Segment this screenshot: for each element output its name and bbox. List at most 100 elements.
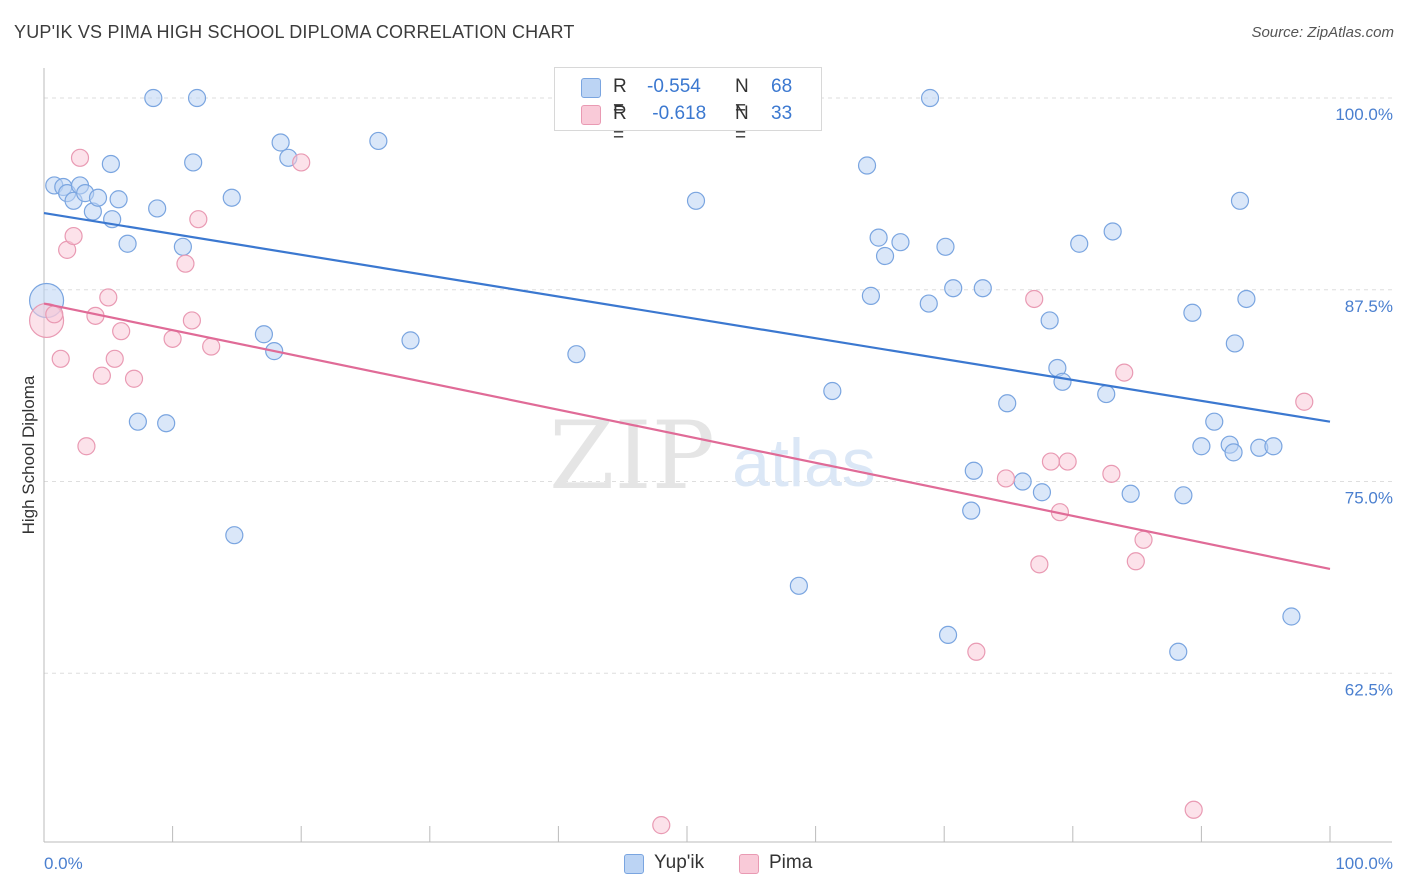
yupik-point (875, 246, 895, 266)
pima-point (189, 210, 208, 229)
yupik-point (964, 461, 983, 480)
pima-point (202, 337, 221, 356)
yupik-point (1032, 483, 1052, 502)
yupik-point (109, 190, 128, 209)
pima-point (70, 148, 90, 167)
pima-point (105, 349, 124, 368)
yupik-point (869, 228, 888, 247)
x-tick-label-min: 0.0% (44, 854, 83, 873)
pima-point (182, 311, 201, 330)
legend-yupik-swatch (624, 854, 644, 874)
yupik-point (225, 526, 244, 545)
stats-legend: R = -0.554 N = 68 R = -0.618 N = 33 (554, 67, 822, 146)
pima-point (967, 642, 986, 661)
pima-swatch (581, 105, 601, 125)
yupik-point (1183, 303, 1202, 322)
watermark: ZIP atlas (549, 402, 876, 511)
pima-point (1025, 289, 1044, 309)
pima-point (1115, 363, 1134, 382)
yupik-point (1053, 372, 1072, 391)
yupik-point (861, 286, 880, 305)
yupik-point (173, 237, 192, 256)
yupik-point (1174, 486, 1193, 505)
yupik-point (1225, 334, 1244, 353)
yupik-swatch (581, 78, 601, 98)
gridlines (44, 97, 1392, 674)
pima-point (163, 329, 182, 348)
y-tick-label: 62.5% (1345, 680, 1393, 699)
yupik-trend-line (43, 211, 1331, 423)
axes (43, 68, 1392, 843)
yupik-point (128, 412, 147, 431)
yupik-point (187, 88, 207, 108)
pima-n-value: 33 (771, 103, 793, 124)
yupik-point (1169, 642, 1188, 661)
yupik-point (401, 331, 420, 350)
watermark-atlas: atlas (732, 425, 876, 501)
pima-point (1102, 464, 1121, 483)
pima-point (652, 816, 671, 835)
yupik-point (973, 279, 992, 298)
yupik-point (222, 188, 241, 207)
yupik-point (1040, 311, 1059, 330)
pima-point (77, 437, 96, 456)
pima-point (64, 226, 83, 246)
yupik-point (567, 345, 586, 364)
y-tick-label: 75.0% (1345, 489, 1393, 508)
yupik-point (920, 88, 940, 108)
yupik-point (1205, 412, 1224, 431)
yupik-point (1013, 472, 1032, 491)
pima-point (124, 369, 144, 388)
yupik-point (1230, 191, 1250, 210)
trend-lines (43, 211, 1331, 571)
yupik-point (857, 156, 877, 175)
yupik-n-label: N = (735, 76, 749, 119)
pima-point (176, 254, 195, 273)
pima-trend-line (43, 302, 1331, 571)
yupik-point (144, 88, 163, 108)
pima-point (1058, 452, 1077, 471)
yupik-point (1192, 437, 1211, 456)
pima-point (51, 349, 70, 368)
pima-r-value: -0.618 (647, 103, 707, 124)
pima-point (996, 469, 1016, 488)
yupik-point (944, 279, 963, 298)
yupik-point (936, 237, 955, 256)
y-axis-label: High School Diploma (19, 375, 38, 534)
yupik-point (1264, 437, 1283, 456)
pima-n-label: N = (735, 103, 749, 146)
yupik-points (28, 88, 1301, 661)
pima-point (1134, 530, 1153, 549)
legend-yupik-label: Yup'ik (654, 852, 705, 873)
yupik-point (998, 394, 1017, 413)
pima-point (1184, 800, 1203, 819)
y-tick-label: 87.5% (1345, 297, 1393, 316)
yupik-n-value: 68 (771, 76, 793, 97)
yupik-point (686, 191, 706, 210)
pima-point (112, 322, 131, 341)
pima-point (45, 305, 64, 324)
pima-point (1030, 555, 1049, 574)
yupik-point (118, 234, 137, 253)
yupik-point (823, 381, 842, 401)
yupik-point (369, 131, 388, 151)
chart-title: YUP'IK VS PIMA HIGH SCHOOL DIPLOMA CORRE… (14, 22, 575, 42)
pima-r-label: R = (613, 103, 627, 146)
yupik-point (919, 294, 938, 313)
legend-pima-label: Pima (769, 852, 813, 873)
pima-point (99, 288, 118, 307)
x-tick-label-max: 100.0% (1335, 854, 1393, 873)
yupik-point (88, 188, 108, 207)
pima-point (1126, 552, 1145, 571)
legend-pima-swatch (739, 854, 759, 874)
source-label: Source: ZipAtlas.com (1251, 24, 1394, 41)
yupik-point (1070, 234, 1089, 253)
yupik-point (184, 153, 203, 172)
yupik-point (1097, 384, 1116, 404)
pima-point (92, 366, 111, 385)
yupik-point (789, 576, 808, 595)
pima-point (292, 153, 311, 172)
yupik-r-value: -0.554 (647, 76, 701, 97)
pima-point (1295, 392, 1314, 411)
